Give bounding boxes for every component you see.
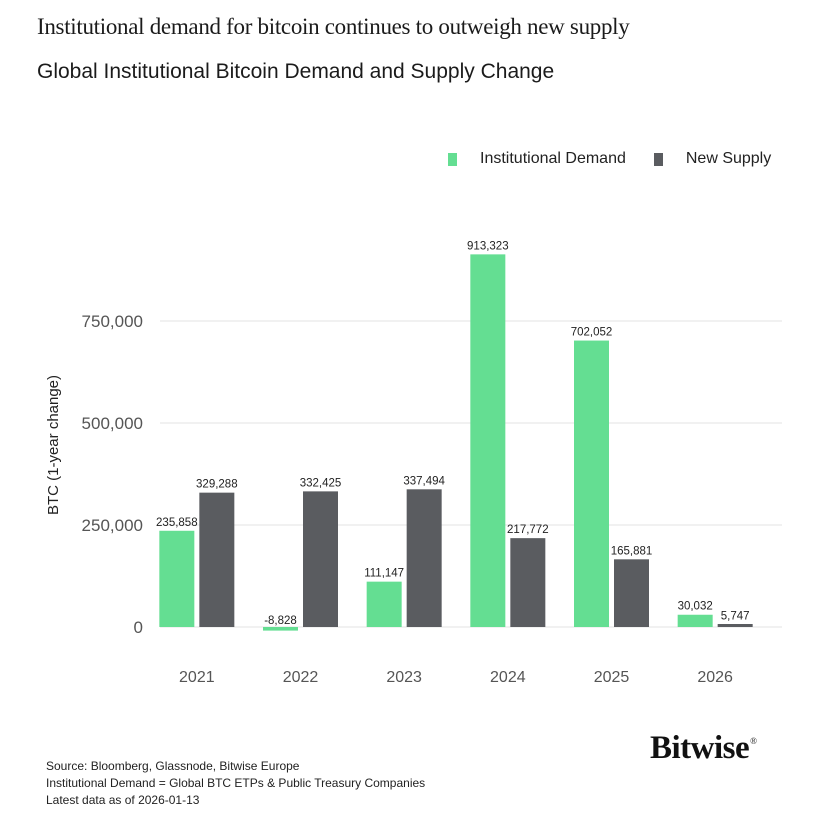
legend: Institutional Demand New Supply <box>448 150 799 168</box>
registered-mark: ® <box>750 736 757 746</box>
data-label-demand-2026: 30,032 <box>678 601 713 613</box>
definition-note: Institutional Demand = Global BTC ETPs &… <box>46 776 426 790</box>
footer: Source: Bloomberg, Glassnode, Bitwise Eu… <box>46 758 425 809</box>
headline: Institutional demand for bitcoin continu… <box>37 14 630 39</box>
bar-demand-2022 <box>263 627 298 631</box>
data-label-supply-2025: 165,881 <box>611 545 653 557</box>
y-axis-ticks: 0 250,000 500,000 750,000 <box>82 312 143 637</box>
bar-supply-2022 <box>303 491 338 627</box>
data-label-supply-2026: 5,747 <box>721 611 750 623</box>
y-tick-label: 0 <box>134 618 143 637</box>
data-label-supply-2024: 217,772 <box>507 524 549 536</box>
x-tick-label: 2022 <box>283 669 319 686</box>
data-label-demand-2022: -8,828 <box>264 615 297 627</box>
data-label-supply-2021: 329,288 <box>196 479 238 491</box>
chart-title: Global Institutional Bitcoin Demand and … <box>37 60 555 83</box>
bar-supply-2024 <box>510 538 546 627</box>
y-axis-label: BTC (1-year change) <box>45 375 62 515</box>
date-note: Latest data as of 2026-01-13 <box>46 793 200 807</box>
bar-demand-2023 <box>366 581 402 627</box>
y-tick-label: 500,000 <box>82 414 143 433</box>
data-label-demand-2021: 235,858 <box>156 517 198 529</box>
x-tick-label: 2023 <box>386 669 422 686</box>
bar-chart: 0 250,000 500,000 750,000 235,858 329,288 -8,… <box>45 240 782 686</box>
data-label-demand-2025: 702,052 <box>571 327 613 339</box>
legend-swatch-demand <box>448 152 457 166</box>
legend-item-supply: New Supply <box>653 150 772 168</box>
x-tick-label: 2024 <box>490 669 526 686</box>
data-labels: 235,858 329,288 -8,828 332,425 111,147 337,49… <box>156 240 750 627</box>
x-tick-label: 2026 <box>697 669 733 686</box>
y-tick-label: 750,000 <box>82 312 143 331</box>
bar-demand-2021 <box>159 530 195 627</box>
bar-demand-2024 <box>470 254 506 628</box>
data-label-supply-2023: 337,494 <box>403 475 445 487</box>
x-tick-label: 2025 <box>594 669 630 686</box>
bar-demand-2026 <box>677 614 713 627</box>
bar-supply-2021 <box>199 492 235 627</box>
data-label-demand-2023: 111,147 <box>364 568 404 580</box>
bar-supply-2023 <box>406 489 442 627</box>
bar-supply-2025 <box>614 559 649 627</box>
bars <box>159 254 753 631</box>
source-note: Source: Bloomberg, Glassnode, Bitwise Eu… <box>46 759 300 773</box>
legend-label-demand: Institutional Demand <box>480 150 626 167</box>
legend-swatch-supply <box>653 152 663 166</box>
legend-item-demand: Institutional Demand <box>448 150 626 168</box>
x-axis-ticks: 2021 2022 2023 2024 2025 2026 <box>179 669 733 686</box>
x-tick-label: 2021 <box>179 669 215 686</box>
data-label-supply-2022: 332,425 <box>300 477 342 489</box>
legend-label-supply: New Supply <box>685 150 772 167</box>
bar-demand-2025 <box>574 340 609 627</box>
bitwise-logo: Bitwise® <box>650 730 757 767</box>
y-tick-label: 250,000 <box>82 516 143 535</box>
data-label-demand-2024: 913,323 <box>467 240 509 252</box>
logo-text: Bitwise <box>650 730 750 766</box>
bar-supply-2026 <box>717 624 753 627</box>
